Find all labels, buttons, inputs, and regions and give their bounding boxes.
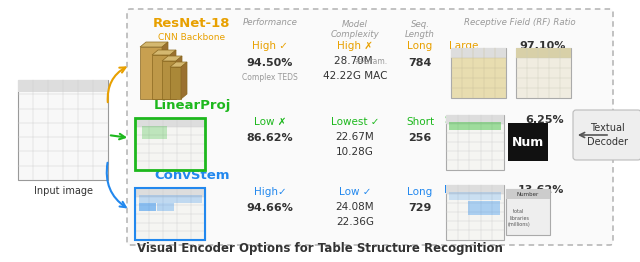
Text: 784: 784 <box>408 58 432 68</box>
Text: 94.50%: 94.50% <box>247 58 293 68</box>
Text: 86.62%: 86.62% <box>246 133 293 143</box>
Text: Visual Encoder Options for Table Structure Recognition: Visual Encoder Options for Table Structu… <box>137 242 503 255</box>
Polygon shape <box>176 56 182 99</box>
FancyArrowPatch shape <box>111 134 125 139</box>
Text: 22.36G: 22.36G <box>336 217 374 227</box>
Bar <box>446 184 504 239</box>
Bar <box>135 118 205 127</box>
Text: Small: Small <box>444 115 473 125</box>
Text: 28.70M: 28.70M <box>334 56 376 66</box>
Polygon shape <box>162 42 168 99</box>
FancyBboxPatch shape <box>127 9 613 245</box>
Text: Input image: Input image <box>33 186 93 196</box>
Text: 42.22G MAC: 42.22G MAC <box>323 71 387 81</box>
Text: Long: Long <box>408 187 433 197</box>
Bar <box>451 48 506 58</box>
Bar <box>138 203 156 211</box>
Text: Lowest ✓: Lowest ✓ <box>331 117 380 127</box>
Bar <box>140 47 162 99</box>
Text: LinearProj: LinearProj <box>154 99 230 112</box>
Text: 256: 256 <box>408 133 431 143</box>
Text: 6.25%: 6.25% <box>525 115 564 125</box>
Text: Medium: Medium <box>444 185 486 195</box>
FancyBboxPatch shape <box>573 110 640 160</box>
Polygon shape <box>170 62 187 67</box>
Text: #Param.: #Param. <box>355 57 388 66</box>
Text: 729: 729 <box>408 203 432 213</box>
FancyArrowPatch shape <box>108 67 125 102</box>
Bar <box>135 118 205 170</box>
Text: Receptive Field (RF) Ratio: Receptive Field (RF) Ratio <box>464 18 576 27</box>
Text: Short: Short <box>406 117 434 127</box>
Bar <box>451 48 506 98</box>
Bar <box>18 80 108 92</box>
Bar <box>468 201 500 215</box>
Text: 97.10%: 97.10% <box>519 41 566 51</box>
Bar <box>506 189 550 235</box>
Bar <box>157 203 174 211</box>
Bar <box>135 118 205 170</box>
Text: Model
Complexity: Model Complexity <box>331 20 380 39</box>
Text: 13.62%: 13.62% <box>518 185 564 195</box>
Text: 22.67M: 22.67M <box>335 132 374 142</box>
Bar <box>170 67 181 99</box>
Bar <box>506 189 550 199</box>
Text: Complex TEDS: Complex TEDS <box>242 74 298 83</box>
Text: High ✓: High ✓ <box>252 41 288 51</box>
Bar <box>135 188 205 240</box>
Text: total
libraries
(millions): total libraries (millions) <box>508 209 531 227</box>
Bar <box>515 48 570 98</box>
Text: Textual
Decoder: Textual Decoder <box>586 123 627 147</box>
Text: ConvStem: ConvStem <box>154 169 230 182</box>
Text: Seq.
Length: Seq. Length <box>405 20 435 39</box>
Bar <box>135 188 205 240</box>
Bar <box>18 80 108 180</box>
Polygon shape <box>140 42 168 47</box>
Bar <box>135 188 205 197</box>
Text: Long: Long <box>408 41 433 51</box>
Text: ResNet-18: ResNet-18 <box>153 17 231 30</box>
Bar <box>446 114 504 124</box>
Text: Low ✓: Low ✓ <box>339 187 371 197</box>
Text: 10.28G: 10.28G <box>336 147 374 157</box>
Text: 24.08M: 24.08M <box>336 202 374 212</box>
Text: Large: Large <box>449 41 478 51</box>
Text: Performance: Performance <box>243 18 298 27</box>
Bar <box>446 184 504 194</box>
Bar <box>446 114 504 170</box>
Polygon shape <box>162 56 182 61</box>
Bar <box>162 61 176 99</box>
Polygon shape <box>181 62 187 99</box>
FancyArrowPatch shape <box>107 163 125 207</box>
FancyArrowPatch shape <box>580 133 607 138</box>
Text: Low ✗: Low ✗ <box>253 117 286 127</box>
Bar <box>152 55 170 99</box>
Bar <box>142 126 166 139</box>
Polygon shape <box>170 50 176 99</box>
Text: 94.66%: 94.66% <box>246 203 293 213</box>
Text: High ✗: High ✗ <box>337 41 373 51</box>
Bar <box>515 48 570 58</box>
Text: Num: Num <box>512 135 544 149</box>
Bar <box>138 195 202 203</box>
Text: Number: Number <box>517 192 539 196</box>
Text: CNN Backbone: CNN Backbone <box>159 33 225 42</box>
Bar <box>449 192 501 200</box>
Polygon shape <box>152 50 176 55</box>
Text: High✓: High✓ <box>253 187 286 197</box>
Bar <box>449 122 501 130</box>
Bar <box>508 123 548 161</box>
